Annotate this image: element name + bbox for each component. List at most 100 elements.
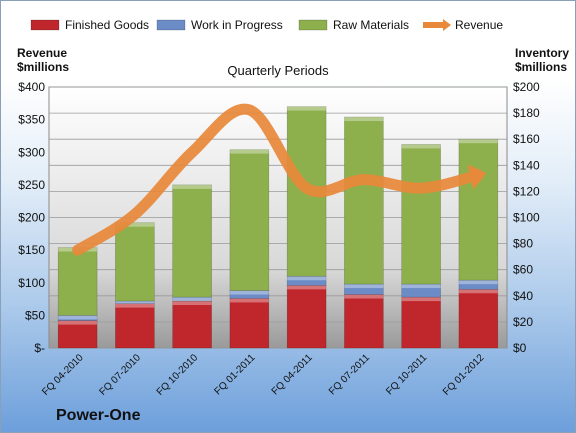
bar-fill bbox=[286, 275, 327, 286]
left-tick-label: $100 bbox=[18, 276, 45, 290]
bar-fill bbox=[286, 285, 327, 349]
bar-top-highlight bbox=[287, 106, 327, 111]
category-label: FQ 01-2011 bbox=[213, 352, 258, 397]
category-label: FQ 07-2010 bbox=[97, 352, 143, 398]
bar-segment bbox=[172, 300, 212, 349]
right-tick-label: $140 bbox=[513, 158, 540, 172]
bar-segment bbox=[401, 283, 441, 298]
bar-top-highlight bbox=[458, 289, 498, 294]
company-name: Power-One bbox=[56, 407, 141, 424]
bar-segment bbox=[458, 288, 499, 349]
right-tick-label: $120 bbox=[513, 184, 540, 198]
right-tick-label: $20 bbox=[513, 315, 533, 329]
bar-top-highlight bbox=[115, 303, 155, 308]
bar-top-highlight bbox=[344, 284, 384, 289]
right-tick-label: $160 bbox=[513, 132, 540, 146]
bar-fill bbox=[401, 296, 441, 349]
bar-fill bbox=[401, 144, 441, 285]
chart-title: Quarterly Periods bbox=[227, 63, 329, 78]
bar-segment bbox=[286, 285, 327, 349]
bar-fill bbox=[172, 300, 212, 349]
bar-top-highlight bbox=[287, 276, 327, 281]
bar-top-highlight bbox=[229, 298, 269, 303]
bar-fill bbox=[344, 294, 384, 349]
bar-top-highlight bbox=[344, 294, 384, 299]
bar-top-highlight bbox=[401, 144, 441, 149]
bar-segment bbox=[344, 116, 384, 285]
bar-fill bbox=[57, 320, 98, 349]
legend-label: Work in Progress bbox=[191, 18, 283, 32]
right-tick-label: $60 bbox=[513, 263, 533, 277]
right-tick-label: $0 bbox=[513, 341, 527, 355]
legend-item: Finished Goods bbox=[30, 18, 149, 32]
category-label: FQ 04-2011 bbox=[270, 352, 315, 397]
bar-top-highlight bbox=[287, 285, 327, 290]
left-tick-label: $150 bbox=[18, 243, 45, 257]
legend-bar-swatch bbox=[30, 19, 60, 31]
bar-fill bbox=[57, 247, 98, 316]
category-label: FQ 10-2010 bbox=[155, 352, 201, 398]
revenue-line bbox=[72, 103, 484, 256]
bar-top-highlight bbox=[115, 222, 155, 227]
bar-segment bbox=[458, 138, 499, 281]
bar-top-highlight bbox=[401, 297, 441, 302]
bar-top-highlight bbox=[58, 320, 98, 325]
category-label: FQ 01-2012 bbox=[441, 352, 487, 398]
category-label: FQ 04-2010 bbox=[40, 352, 86, 398]
bar-fill bbox=[344, 116, 384, 285]
left-tick-label: $300 bbox=[18, 145, 45, 159]
bar-fill bbox=[172, 184, 212, 298]
bar-top-highlight bbox=[458, 139, 498, 144]
bar-segment bbox=[115, 300, 155, 304]
bar-segment bbox=[458, 279, 499, 290]
bar-segment bbox=[286, 275, 327, 286]
bar-fill bbox=[115, 303, 155, 349]
category-label: FQ 10-2011 bbox=[384, 352, 429, 397]
right-axis-title: Inventory bbox=[515, 46, 569, 60]
bar-segment bbox=[401, 144, 441, 285]
bar-top-highlight bbox=[344, 117, 384, 122]
legend-label: Revenue bbox=[455, 18, 503, 32]
legend-label: Finished Goods bbox=[65, 18, 149, 32]
bar-segment bbox=[57, 315, 98, 321]
right-tick-label: $180 bbox=[513, 106, 540, 120]
left-tick-label: $200 bbox=[18, 211, 45, 225]
legend-bar-swatch bbox=[156, 19, 186, 31]
left-tick-label: $350 bbox=[18, 113, 45, 127]
bar-segment bbox=[344, 283, 384, 295]
left-tick-label: $- bbox=[34, 341, 45, 355]
bar-top-highlight bbox=[458, 280, 498, 285]
bar-top-highlight bbox=[172, 184, 212, 189]
bar-segment bbox=[229, 298, 270, 349]
bar-segment bbox=[115, 222, 155, 302]
left-axis-title: Revenue bbox=[17, 46, 67, 60]
right-tick-label: $40 bbox=[513, 289, 533, 303]
bar-top-highlight bbox=[115, 301, 155, 304]
bar-segment bbox=[172, 184, 212, 298]
bar-fill bbox=[229, 149, 270, 291]
bar-fill bbox=[229, 298, 270, 349]
bar-fill bbox=[458, 288, 499, 349]
left-tick-label: $400 bbox=[18, 80, 45, 94]
bar-top-highlight bbox=[229, 149, 269, 154]
bar-top-highlight bbox=[58, 315, 98, 320]
legend-label: Raw Materials bbox=[333, 18, 409, 32]
bar-fill bbox=[458, 138, 499, 281]
category-label: FQ 07-2011 bbox=[327, 352, 372, 397]
bar-segment bbox=[57, 247, 98, 316]
right-tick-label: $100 bbox=[513, 211, 540, 225]
left-axis-title: $millions bbox=[17, 60, 69, 74]
bar-segment bbox=[172, 296, 212, 302]
bar-top-highlight bbox=[401, 284, 441, 289]
right-tick-label: $200 bbox=[513, 80, 540, 94]
bar-top-highlight bbox=[172, 301, 212, 306]
right-axis-title: $millions bbox=[515, 60, 567, 74]
bar-fill bbox=[115, 222, 155, 302]
legend-arrow-swatch bbox=[443, 19, 451, 31]
legend-item: Work in Progress bbox=[156, 18, 283, 32]
legend-item: Raw Materials bbox=[298, 18, 409, 32]
left-tick-label: $250 bbox=[18, 178, 45, 192]
bar-segment bbox=[115, 303, 155, 349]
